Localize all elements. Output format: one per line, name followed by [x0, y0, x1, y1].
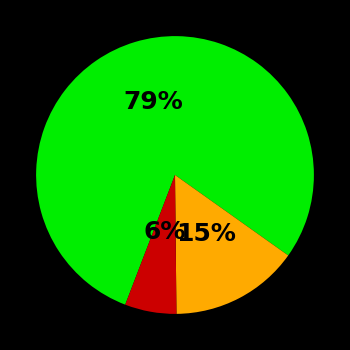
Text: 15%: 15%	[176, 222, 236, 246]
Text: 79%: 79%	[123, 90, 183, 114]
Wedge shape	[36, 36, 314, 304]
Text: 6%: 6%	[144, 220, 186, 244]
Wedge shape	[175, 175, 288, 314]
Wedge shape	[125, 175, 176, 314]
